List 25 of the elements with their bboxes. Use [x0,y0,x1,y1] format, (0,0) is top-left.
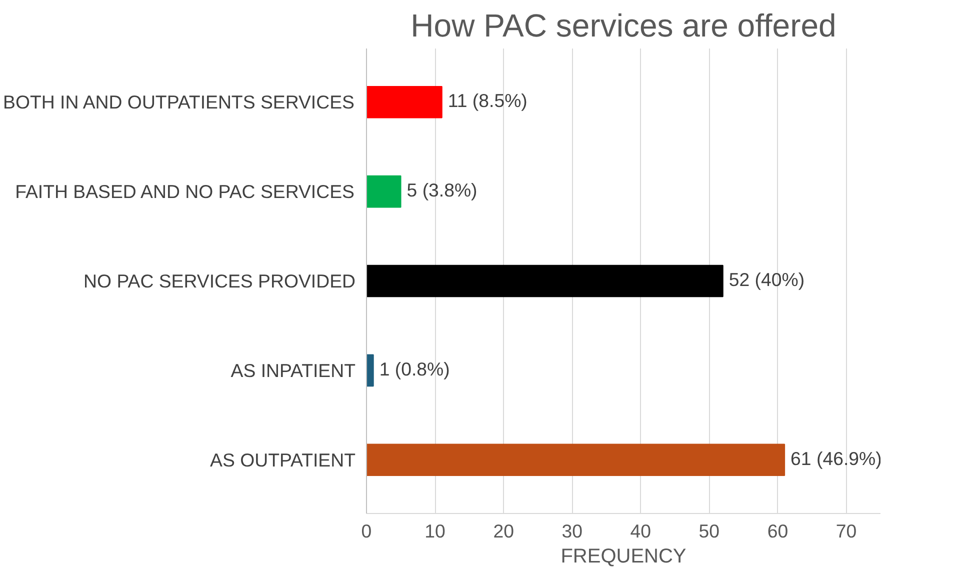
x-tick-label: 50 [698,520,720,542]
chart-title: How PAC services are offered [410,8,836,44]
x-tick-label: 0 [361,520,372,542]
y-tick-label: BOTH IN AND OUTPATIENTS SERVICES [3,92,354,113]
y-tick-label: AS INPATIENT [230,360,356,381]
data-label: 1 (0.8%) [379,358,450,380]
data-label: 61 (46.9%) [790,448,882,469]
bar [366,444,786,476]
data-label: 52 (40%) [728,269,805,290]
y-tick-label: NO PAC SERVICES PROVIDED [84,270,356,292]
x-tick-label: 60 [767,520,788,542]
bar [366,354,374,387]
x-tick-label: 40 [630,520,652,542]
data-label: 11 (8.5%) [448,90,528,112]
x-tick-label: 70 [836,520,857,542]
x-axis-title: FREQUENCY [560,546,686,568]
bar [366,86,442,118]
x-tick-label: 20 [493,520,514,542]
data-label: 5 (3.8%) [406,180,478,201]
y-tick-label: FAITH BASED AND NO PAC SERVICES [15,181,354,202]
x-tick-label: 10 [424,520,446,542]
bar [366,264,724,298]
bar [366,175,402,208]
y-tick-label: AS OUTPATIENT [210,449,356,470]
x-tick-label: 30 [562,520,582,542]
